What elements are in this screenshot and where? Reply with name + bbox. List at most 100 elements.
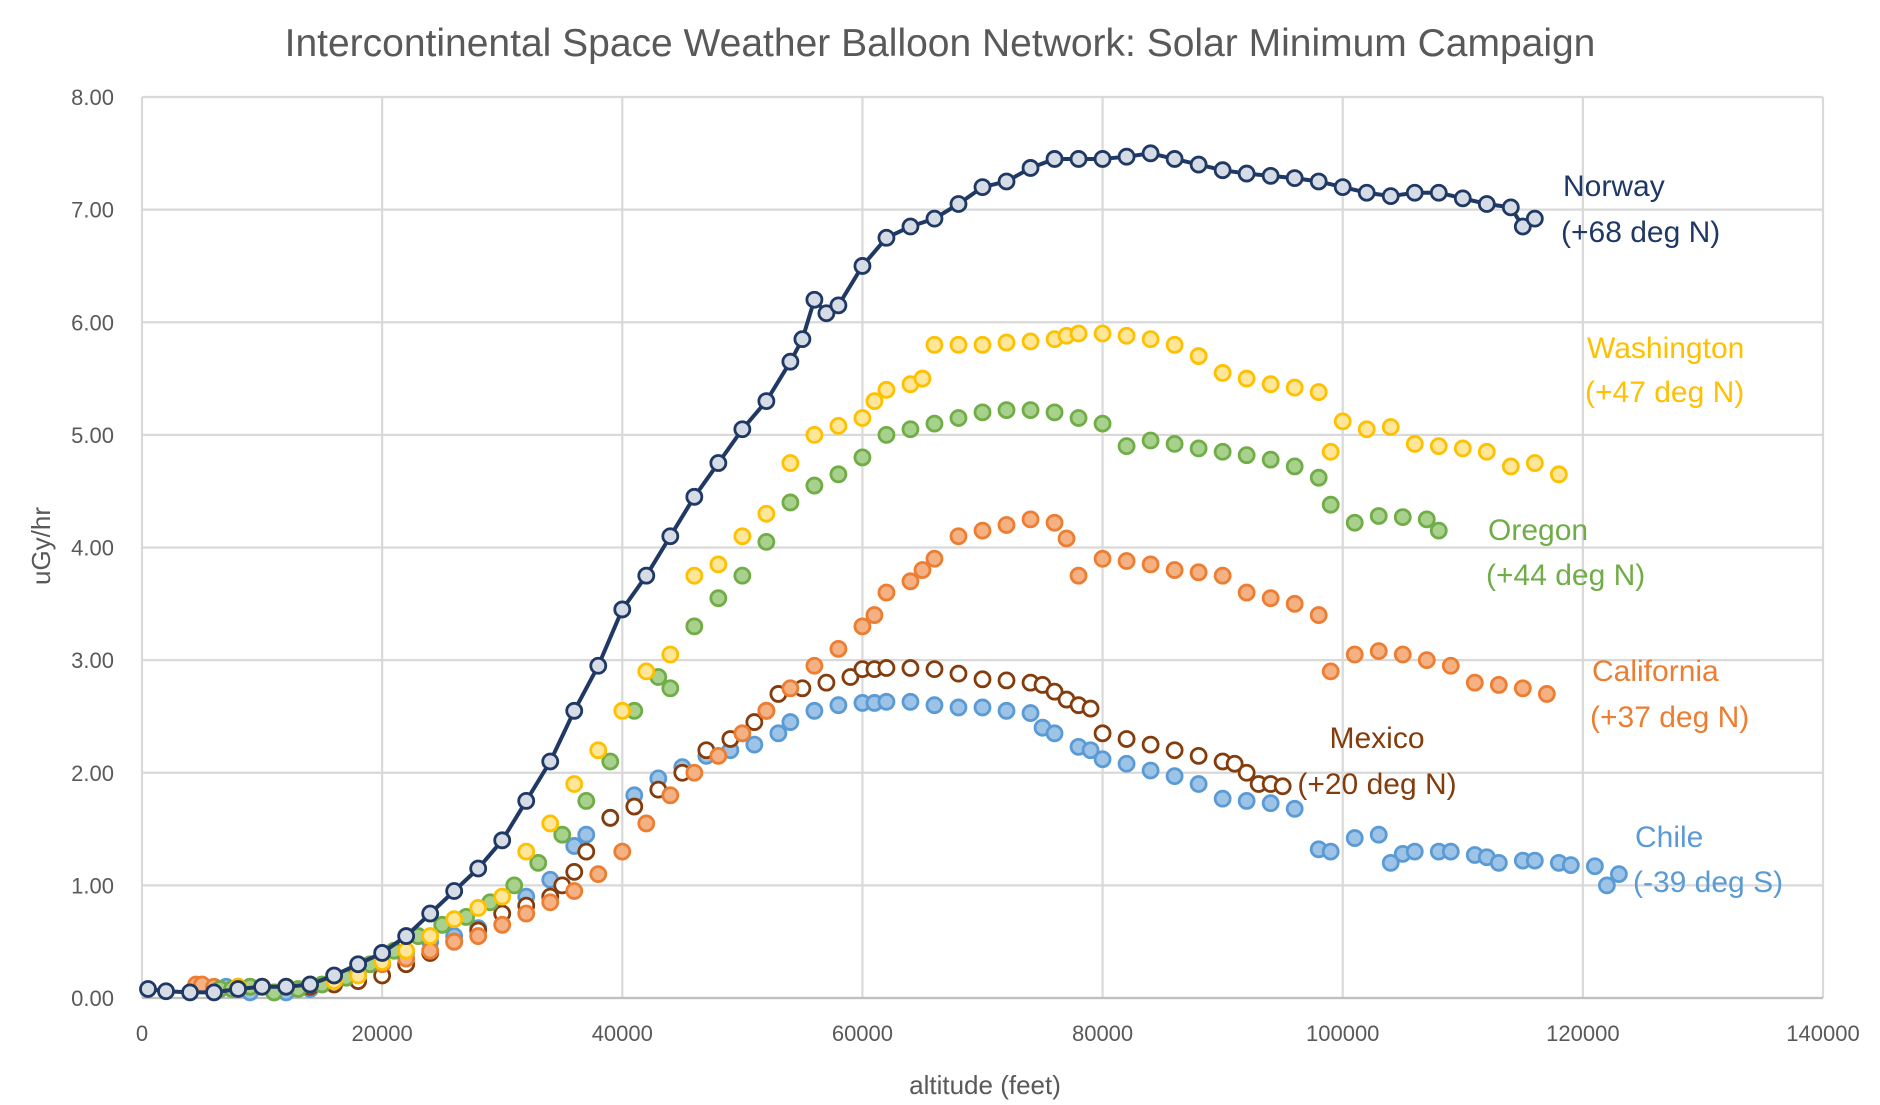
data-point [1261, 589, 1280, 608]
data-point [1057, 529, 1076, 548]
data-point [139, 980, 157, 998]
data-point [1141, 735, 1160, 754]
series-washington [229, 324, 1568, 996]
data-point [421, 904, 440, 923]
data-point [685, 617, 704, 636]
data-point [1069, 409, 1088, 427]
data-point [973, 698, 992, 717]
data-point [517, 842, 536, 861]
data-point [1141, 761, 1160, 780]
data-point [1141, 555, 1160, 574]
data-point [1165, 767, 1184, 786]
series-oregon [211, 401, 1448, 1002]
data-point [901, 572, 920, 591]
data-point [1213, 442, 1232, 461]
y-tick-label: 1.00 [71, 873, 114, 898]
data-point [865, 392, 884, 410]
data-point [1369, 507, 1388, 525]
data-point [997, 401, 1016, 419]
data-point [1165, 434, 1184, 453]
data-point [1069, 150, 1088, 168]
data-point [1357, 420, 1376, 439]
data-point [205, 983, 223, 1002]
data-point [1549, 465, 1568, 484]
y-tick-label: 4.00 [71, 536, 114, 561]
data-point [349, 955, 368, 974]
data-point [1045, 150, 1064, 168]
series-label-name: Norway [1563, 170, 1665, 203]
series-label-latitude: (+68 deg N) [1561, 216, 1720, 249]
data-point [1501, 198, 1520, 217]
data-point [973, 670, 992, 689]
data-point [829, 465, 848, 484]
data-point [301, 975, 320, 994]
data-point [1285, 799, 1304, 818]
data-point [661, 786, 680, 805]
data-point [1237, 446, 1256, 465]
series-norway [139, 144, 1544, 1002]
data-point [733, 527, 752, 546]
data-point [1501, 457, 1520, 476]
data-point [997, 333, 1016, 352]
data-point [493, 915, 512, 934]
data-point [1069, 324, 1088, 343]
data-point [997, 671, 1016, 690]
data-point [517, 904, 536, 923]
series-label-name: Washington [1587, 332, 1744, 365]
data-point [949, 409, 968, 427]
data-point [1165, 741, 1184, 760]
data-point [973, 178, 992, 197]
data-point [613, 600, 632, 619]
data-point [745, 735, 764, 754]
data-point [1525, 454, 1544, 472]
data-point [445, 882, 464, 900]
data-point [1117, 730, 1136, 748]
y-tick-label: 8.00 [71, 85, 114, 110]
data-point [805, 425, 824, 444]
data-point [1393, 645, 1412, 664]
data-point [553, 825, 572, 844]
series-label-name: California [1592, 655, 1719, 688]
data-point [373, 944, 392, 962]
data-point [901, 659, 920, 677]
data-point [1429, 521, 1448, 540]
data-point [745, 713, 764, 731]
data-point [853, 448, 872, 467]
data-point [1525, 209, 1544, 228]
data-point [1189, 155, 1208, 174]
data-point [1261, 794, 1280, 813]
data-point [1045, 403, 1064, 422]
data-point [1141, 431, 1160, 450]
data-point [1045, 682, 1064, 701]
data-point [829, 416, 848, 435]
data-point [1021, 401, 1040, 419]
data-point [997, 172, 1016, 191]
data-point [805, 656, 824, 675]
series-labels: Chile (-39 deg S) Mexico (+20 deg N) Califor… [1297, 170, 1783, 899]
data-point [397, 941, 416, 960]
data-point [469, 927, 488, 945]
data-point [1093, 150, 1112, 168]
data-point [493, 887, 512, 906]
data-point [841, 668, 860, 686]
data-point [1117, 326, 1136, 345]
data-point [1309, 172, 1328, 191]
data-point [1093, 549, 1112, 568]
data-point [865, 606, 884, 624]
x-tick-label: 0 [136, 1021, 148, 1046]
data-point [529, 853, 548, 872]
data-point [601, 752, 620, 771]
data-point [757, 392, 776, 410]
data-point [1141, 144, 1160, 163]
data-point [925, 660, 944, 679]
data-point [1261, 166, 1280, 185]
data-point [1285, 594, 1304, 613]
data-point [541, 893, 560, 912]
data-point [1237, 763, 1256, 782]
data-point [949, 527, 968, 546]
data-point [769, 724, 788, 743]
data-point [325, 966, 344, 985]
data-point [661, 527, 680, 546]
data-point [1069, 566, 1088, 585]
